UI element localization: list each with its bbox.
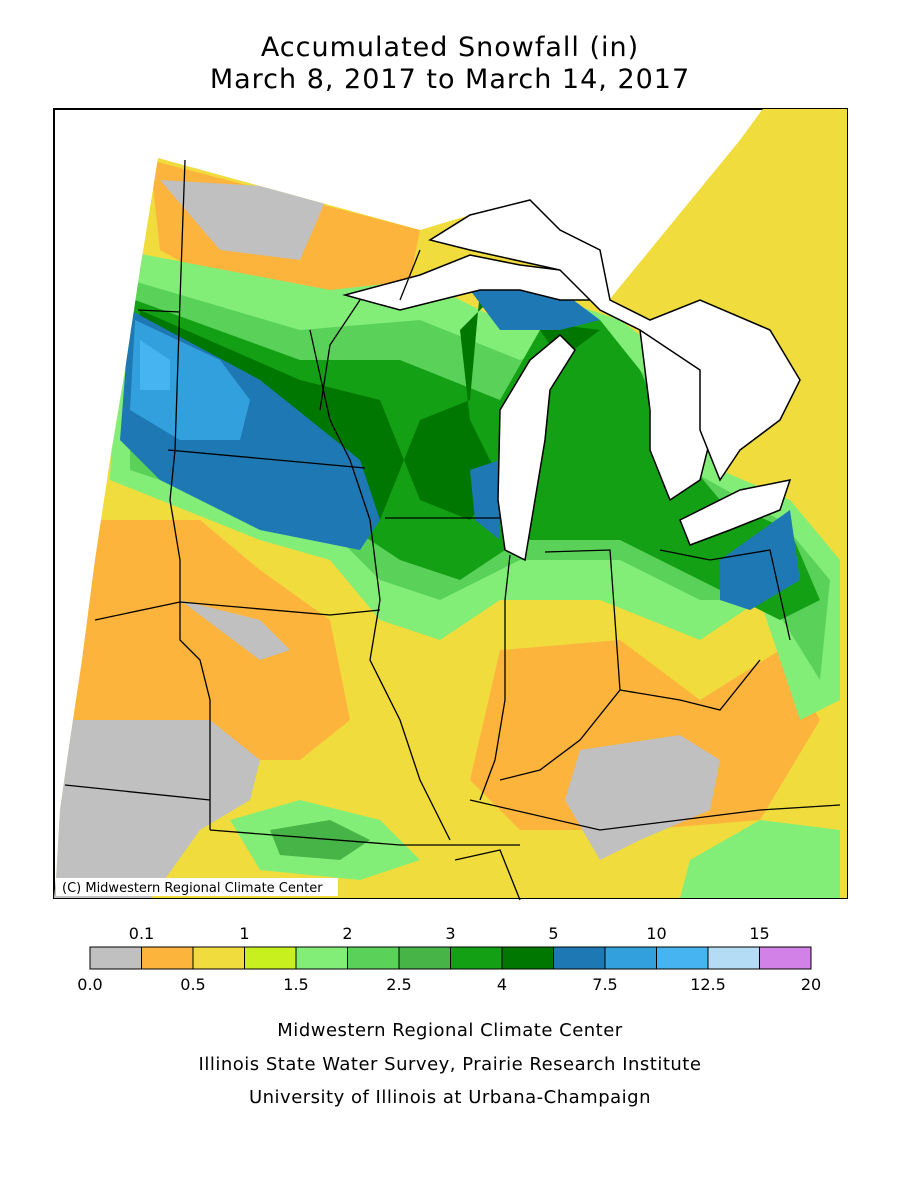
legend-swatch [759,946,812,970]
legend-bottom-label: 4 [497,975,507,994]
color-legend: 0.1 1 2 3 5 10 15 0.0 0.5 1.5 2.5 4 7.5 12.5 20 [77,924,821,994]
legend-bottom-label: 2.5 [386,975,411,994]
legend-swatch [192,946,245,970]
border-mississippi [309,329,451,841]
contour-5-7.5-wi [470,460,500,540]
legend-top-label: 3 [445,924,455,943]
legend-top-label: 15 [749,924,769,943]
legend-swatch [450,946,503,970]
legend-swatch [656,946,709,970]
border-dakotas-mn [169,159,211,830]
legend-bottom-label: 0.5 [180,975,205,994]
map-date-range: March 8, 2017 to March 14, 2017 [209,64,691,95]
copyright-box [56,878,338,896]
border-ky-tn [469,799,841,831]
legend-swatch [707,946,760,970]
border-mn-ia [167,449,366,469]
border-mo-ar [209,829,520,846]
legend-swatch [295,946,348,970]
border-in-oh [499,549,621,781]
contour-10-12.5 [140,340,170,390]
contour-grey-north [160,180,330,260]
legend-top-label: 10 [646,924,666,943]
legend-swatch [244,946,297,970]
legend-swatch [141,946,194,970]
border-wi-mi [399,249,421,301]
contour-orange-east [470,640,820,830]
legend-swatch [501,946,554,970]
contour-7.5-10 [130,320,250,440]
border-tn-south [454,849,521,901]
credit-mrcc: Midwestern Regional Climate Center [277,1020,623,1041]
legend-top-label: 0.1 [129,924,154,943]
border-mn-wi [319,299,361,411]
contour-5-7.5-ohio [720,510,800,610]
border-il-in [479,554,511,801]
border-ks-ok [64,784,211,801]
legend-top-label: 5 [548,924,558,943]
border-oh-pa [659,549,791,641]
border-oh-ky [619,659,761,711]
legend-swatch [553,946,606,970]
state-borders [64,159,841,901]
legend-top-label: 2 [342,924,352,943]
lake-superior [342,254,603,311]
lake-michigan [497,333,576,562]
legend-bottom-label: 1.5 [283,975,308,994]
credit-isws: Illinois State Water Survey, Prairie Res… [198,1054,702,1075]
contour-grey-west [54,720,260,898]
contour-orange-west [70,520,350,760]
legend-swatch [347,946,400,970]
contour-grey-kentucky [565,735,720,860]
legend-swatch [89,946,142,970]
legend-swatch [398,946,451,970]
credit-uiuc: University of Illinois at Urbana-Champai… [248,1087,652,1108]
legend-swatch [604,946,657,970]
map-copyright: (C) Midwestern Regional Climate Center [62,881,323,896]
contour-grey-iowa [180,600,290,660]
legend-bottom-label: 0.0 [77,975,102,994]
legend-bottom-label: 20 [801,975,821,994]
contour-1.5-2-se [680,820,840,898]
map-title: Accumulated Snowfall (in) [260,32,640,63]
lake-erie [679,479,792,546]
border-nd-sd [137,309,181,313]
contour-2.5-3-south [270,820,370,860]
border-ia-mo [94,601,381,621]
legend-bottom-label: 7.5 [592,975,617,994]
legend-top-label: 1 [239,924,249,943]
canada-region [428,199,801,482]
legend-bottom-label: 12.5 [690,975,726,994]
